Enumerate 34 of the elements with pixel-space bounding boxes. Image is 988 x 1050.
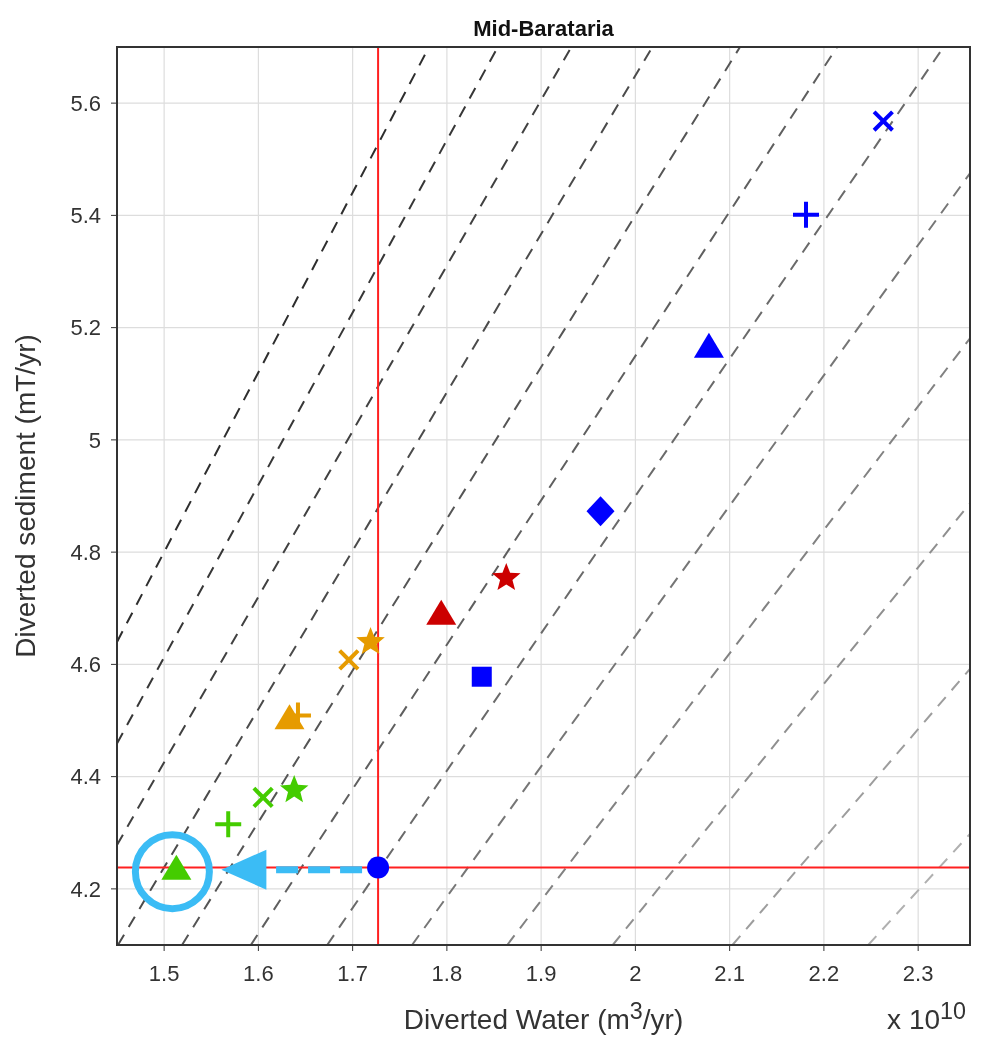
x-tick-label: 1.8 [431, 960, 463, 986]
y-tick-label: 5.6 [70, 90, 101, 116]
point [586, 496, 615, 527]
y-tick-label: 4.4 [70, 764, 101, 790]
text: x 10$^{10}$ [887, 998, 966, 1037]
x-tick-label: 2.2 [808, 960, 840, 986]
point [693, 332, 724, 358]
x-tick-label: 2.1 [714, 960, 745, 986]
point [279, 775, 309, 803]
point [252, 786, 274, 808]
y-tick-label: 5.2 [70, 315, 101, 341]
y-tick-label: 5 [88, 427, 101, 453]
x-tick-label: 2.3 [902, 960, 934, 986]
y-tick-label: 4.8 [70, 539, 101, 565]
x-axis-title: Diverted Water (m$^{3}$/yr) [403, 998, 684, 1036]
x-tick-label: 2 [629, 960, 642, 986]
y-tick-label: 5.4 [70, 203, 101, 229]
y-axis-title: Diverted sediment (mT/yr) [10, 334, 42, 658]
x-tick-label: 1.7 [337, 960, 368, 986]
point [793, 201, 819, 228]
point [356, 626, 385, 655]
point [367, 856, 390, 879]
point [338, 649, 360, 671]
x-tick-label: 1.6 [243, 960, 274, 986]
y-tick-label: 4.6 [70, 652, 101, 678]
y-tick-label: 4.2 [70, 876, 101, 902]
point [426, 599, 457, 625]
point [872, 110, 894, 132]
x-tick-label: 1.9 [525, 960, 557, 986]
point [215, 811, 242, 838]
x-tick-label: 1.5 [148, 960, 180, 986]
point [471, 666, 492, 687]
point [492, 562, 521, 591]
chart-title: Mid-Barataria [472, 16, 615, 42]
